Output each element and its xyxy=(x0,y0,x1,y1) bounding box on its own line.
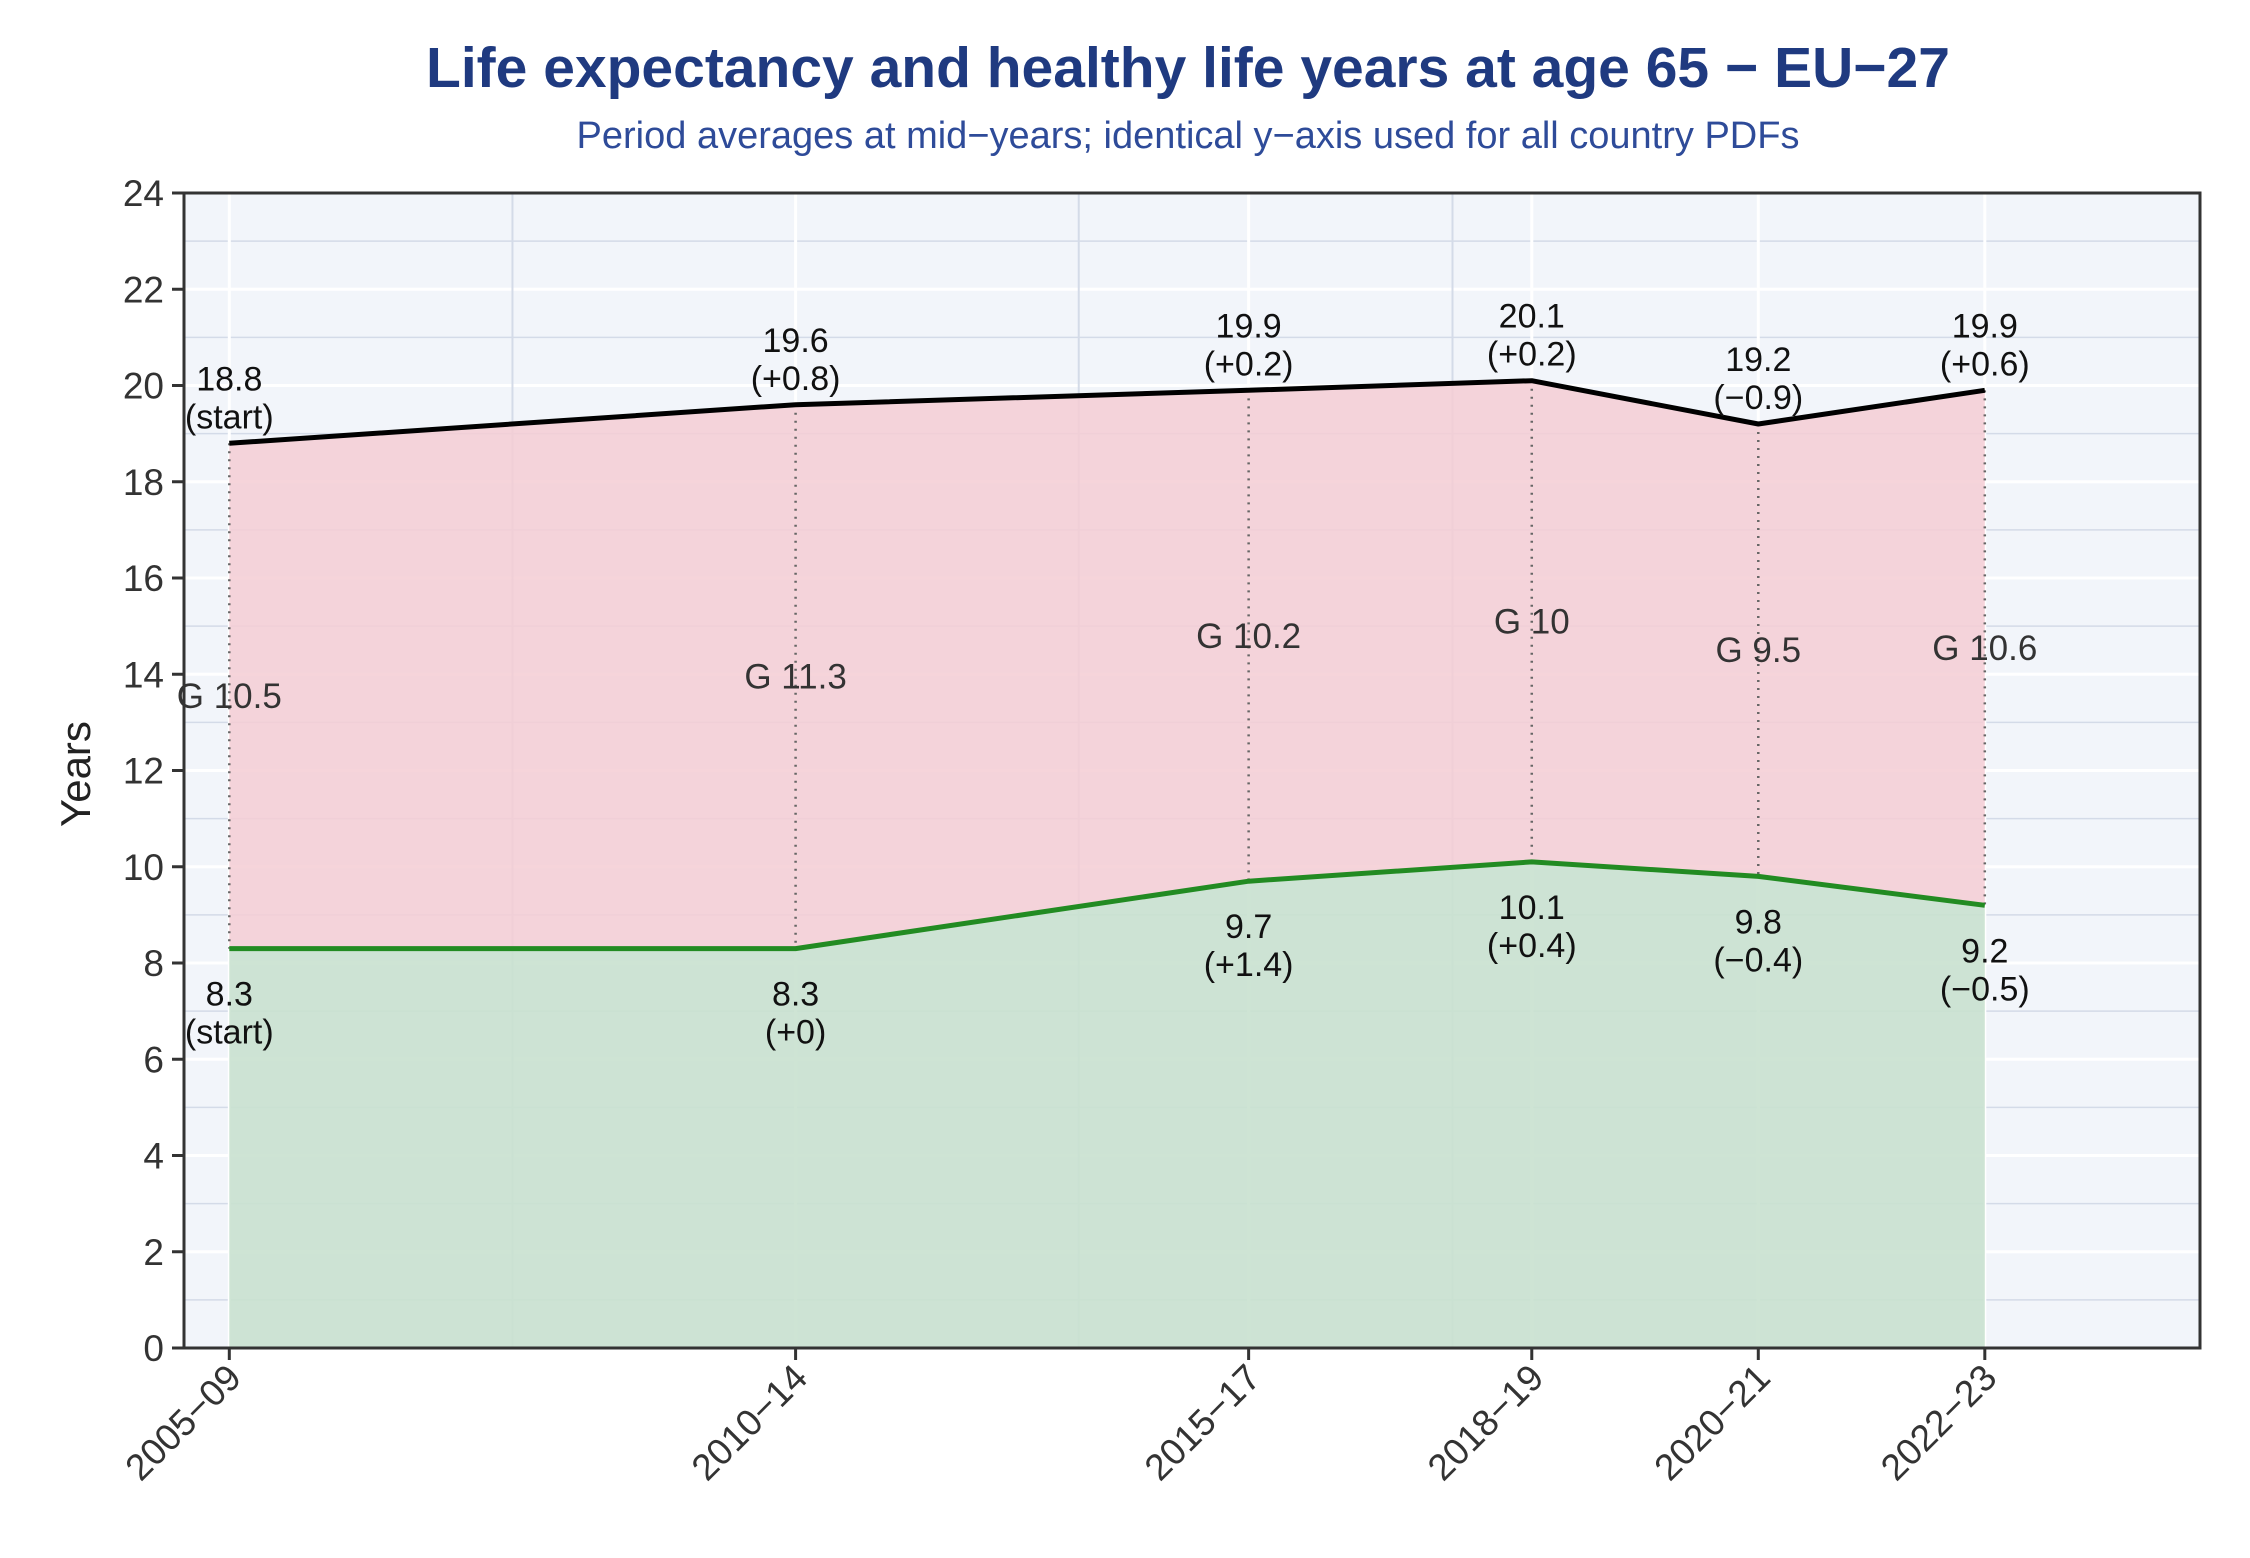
y-tick-label: 20 xyxy=(123,366,164,407)
plot-area: 18.8 (start) 8.3 (start) G 10.5 19.6 (+0.8) 8.3… xyxy=(117,173,2202,1489)
y-tick-label: 22 xyxy=(123,269,164,310)
gap-label: G 10 xyxy=(1494,602,1570,641)
y-tick-label: 8 xyxy=(143,943,164,984)
x-tick-label: 2020−21 xyxy=(1646,1357,1778,1489)
healthy-area xyxy=(229,861,1985,1348)
gap-label: G 9.5 xyxy=(1715,631,1801,670)
y-tick-label: 16 xyxy=(123,558,164,599)
y-tick-label: 18 xyxy=(123,462,164,503)
healthy-years-data-label: 8.3 (+0) xyxy=(765,976,826,1052)
y-tick-label: 12 xyxy=(123,751,164,792)
healthy-years-data-label: 9.7 (+1.4) xyxy=(1204,908,1294,984)
chart-title: Life expectancy and healthy life years a… xyxy=(426,36,1950,100)
y-tick-label: 4 xyxy=(143,1136,164,1177)
life-expectancy-data-label: 19.9 (+0.2) xyxy=(1204,307,1294,383)
healthy-years-data-label: 9.2 (−0.5) xyxy=(1940,932,2030,1008)
life-expectancy-line xyxy=(229,378,1986,446)
x-tick-label: 2005−09 xyxy=(117,1357,249,1489)
y-tick-label: 0 xyxy=(143,1328,164,1369)
x-tick-label: 2018−19 xyxy=(1420,1357,1552,1489)
y-tick-label: 10 xyxy=(123,847,164,888)
x-tick-label: 2015−17 xyxy=(1137,1357,1269,1489)
gap-label: G 11.3 xyxy=(744,658,846,697)
chart-subtitle: Period averages at mid−years; identical … xyxy=(577,115,1800,157)
life-expectancy-data-label: 20.1 (+0.2) xyxy=(1487,298,1577,374)
x-tick-label: 2022−23 xyxy=(1873,1357,2005,1489)
life-expectancy-data-label: 18.8 (start) xyxy=(185,360,274,436)
gap-area xyxy=(229,380,1985,949)
healthy-years-data-label: 10.1 (+0.4) xyxy=(1487,889,1577,965)
healthy-years-line xyxy=(229,859,1986,952)
y-tick-label: 14 xyxy=(123,654,164,695)
x-tick-label: 2010−14 xyxy=(684,1357,816,1489)
y-axis-label: Years xyxy=(52,721,99,827)
y-tick-label: 2 xyxy=(143,1232,164,1273)
gap-label: G 10.6 xyxy=(1932,629,2037,668)
y-tick-label: 24 xyxy=(123,173,164,214)
healthy-years-data-label: 9.8 (−0.4) xyxy=(1713,903,1803,979)
gap-label: G 10.2 xyxy=(1196,617,1301,656)
healthy-years-data-label: 8.3 (start) xyxy=(185,976,274,1052)
life-expectancy-data-label: 19.2 (−0.9) xyxy=(1713,341,1803,417)
y-tick-label: 6 xyxy=(143,1039,164,1080)
life-expectancy-data-label: 19.6 (+0.8) xyxy=(751,322,841,398)
gap-label: G 10.5 xyxy=(177,677,282,716)
life-expectancy-data-label: 19.9 (+0.6) xyxy=(1940,307,2030,383)
